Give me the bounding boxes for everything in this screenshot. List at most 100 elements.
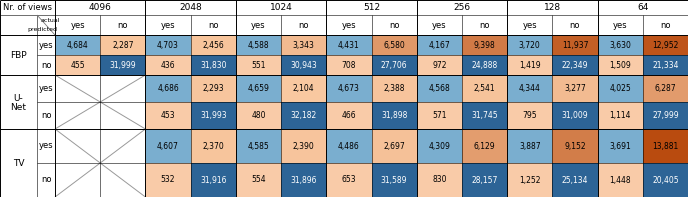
Text: no: no — [660, 20, 671, 30]
Text: 1,114: 1,114 — [610, 111, 631, 120]
Text: 2,456: 2,456 — [202, 41, 224, 49]
Text: no: no — [299, 20, 309, 30]
Bar — [372, 75, 417, 102]
Bar — [417, 55, 462, 75]
Text: yes: yes — [39, 41, 53, 49]
Bar — [552, 102, 598, 129]
Text: no: no — [208, 20, 219, 30]
Text: 6,287: 6,287 — [654, 84, 676, 93]
Text: 2,370: 2,370 — [202, 141, 224, 151]
Bar — [145, 55, 191, 75]
Bar — [145, 129, 191, 163]
Text: 4,167: 4,167 — [429, 41, 450, 49]
Text: 4,585: 4,585 — [248, 141, 269, 151]
Bar — [372, 35, 417, 55]
Text: 27,999: 27,999 — [652, 111, 678, 120]
Text: 2,293: 2,293 — [202, 84, 224, 93]
Bar — [507, 102, 552, 129]
Text: 4,673: 4,673 — [338, 84, 360, 93]
Bar — [643, 35, 688, 55]
Bar — [281, 163, 326, 197]
Text: 30,943: 30,943 — [290, 60, 317, 70]
Bar — [236, 102, 281, 129]
Bar — [462, 129, 507, 163]
Text: FBP: FBP — [10, 50, 27, 59]
Text: 653: 653 — [341, 176, 356, 185]
Text: 466: 466 — [341, 111, 356, 120]
Bar — [598, 75, 643, 102]
Text: 455: 455 — [70, 60, 85, 70]
Bar — [507, 129, 552, 163]
Text: TV: TV — [13, 159, 24, 167]
Text: 31,589: 31,589 — [381, 176, 407, 185]
Bar — [326, 163, 372, 197]
Text: 25,134: 25,134 — [561, 176, 588, 185]
Text: 4,659: 4,659 — [248, 84, 270, 93]
Bar — [372, 129, 417, 163]
Text: 4,703: 4,703 — [157, 41, 179, 49]
Text: yes: yes — [39, 84, 53, 93]
Text: no: no — [389, 20, 399, 30]
Text: 830: 830 — [432, 176, 447, 185]
Bar — [552, 35, 598, 55]
Text: no: no — [118, 20, 128, 30]
Text: 9,152: 9,152 — [564, 141, 585, 151]
Bar — [507, 163, 552, 197]
Bar — [598, 102, 643, 129]
Text: 4096: 4096 — [89, 3, 111, 12]
Bar — [281, 55, 326, 75]
Bar — [598, 55, 643, 75]
Bar — [326, 55, 372, 75]
Text: 20,405: 20,405 — [652, 176, 678, 185]
Text: 24,888: 24,888 — [471, 60, 497, 70]
Text: 4,025: 4,025 — [610, 84, 631, 93]
Bar — [552, 75, 598, 102]
Bar — [191, 55, 236, 75]
Bar — [145, 163, 191, 197]
Text: 13,881: 13,881 — [652, 141, 678, 151]
Bar — [100, 35, 145, 55]
Text: 128: 128 — [544, 3, 561, 12]
Text: 2,541: 2,541 — [474, 84, 495, 93]
Text: U-: U- — [14, 94, 23, 102]
Text: 31,999: 31,999 — [109, 60, 136, 70]
Bar — [598, 129, 643, 163]
Bar — [643, 102, 688, 129]
Bar — [417, 35, 462, 55]
Text: 2048: 2048 — [180, 3, 202, 12]
Text: 1,252: 1,252 — [519, 176, 541, 185]
Bar — [145, 102, 191, 129]
Text: 3,887: 3,887 — [519, 141, 541, 151]
Bar — [507, 75, 552, 102]
Text: 31,896: 31,896 — [290, 176, 317, 185]
Text: 2,104: 2,104 — [293, 84, 314, 93]
Bar — [507, 35, 552, 55]
Bar — [55, 129, 145, 197]
Bar — [326, 102, 372, 129]
Text: 64: 64 — [637, 3, 649, 12]
Text: 12,952: 12,952 — [652, 41, 678, 49]
Text: yes: yes — [251, 20, 266, 30]
Text: 4,309: 4,309 — [429, 141, 450, 151]
Bar — [417, 129, 462, 163]
Text: 31,009: 31,009 — [561, 111, 588, 120]
Bar — [236, 75, 281, 102]
Text: yes: yes — [70, 20, 85, 30]
Text: Nr. of views: Nr. of views — [3, 3, 52, 12]
Text: 1,419: 1,419 — [519, 60, 541, 70]
Bar — [281, 129, 326, 163]
Text: 4,344: 4,344 — [519, 84, 541, 93]
Text: yes: yes — [613, 20, 627, 30]
Bar — [236, 35, 281, 55]
Bar — [281, 75, 326, 102]
Text: 3,630: 3,630 — [610, 41, 631, 49]
Text: 3,720: 3,720 — [519, 41, 541, 49]
Text: 571: 571 — [432, 111, 447, 120]
Bar — [236, 129, 281, 163]
Text: predicted: predicted — [27, 27, 57, 32]
Text: actual: actual — [40, 18, 60, 23]
Text: 480: 480 — [251, 111, 266, 120]
Text: 2,287: 2,287 — [112, 41, 133, 49]
Bar — [643, 55, 688, 75]
Text: no: no — [41, 176, 51, 185]
